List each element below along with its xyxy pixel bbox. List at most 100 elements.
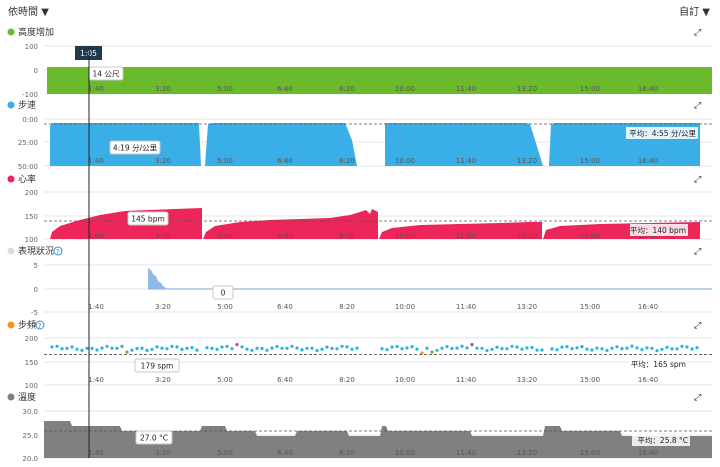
cadence-point (590, 348, 594, 352)
cadence-point (345, 345, 349, 349)
cadence-point (105, 344, 109, 348)
y-tick-label: 200 (25, 335, 38, 343)
pace-area-segment (385, 123, 543, 166)
cadence-point (145, 348, 149, 352)
x-tick-label: 16:40 (638, 376, 658, 384)
performance-area (148, 268, 168, 289)
expand-icon[interactable]: ⤢ (693, 175, 701, 185)
x-tick-label: 13:20 (517, 303, 537, 311)
cadence-point (185, 346, 189, 350)
cadence-point (610, 346, 614, 350)
cadence-point (275, 344, 279, 349)
cadence-point (625, 346, 629, 350)
x-tick-label: 11:40 (456, 376, 476, 384)
y-tick-label: 100 (25, 236, 38, 244)
cadence-point (135, 346, 139, 351)
cadence-point (560, 345, 564, 349)
y-tick-label: -100 (22, 91, 38, 99)
cadence-point (670, 347, 674, 351)
time-mode-dropdown[interactable]: 依時間 ▼ (8, 3, 49, 18)
average-box (626, 127, 698, 139)
x-tick-label: 5:00 (217, 85, 233, 93)
x-tick-label: 5:00 (217, 303, 233, 311)
x-tick-label: 16:40 (638, 85, 658, 93)
expand-icon[interactable]: ⤢ (693, 28, 701, 38)
legend-dot (7, 321, 15, 329)
cadence-point (500, 347, 504, 351)
cadence-point (190, 346, 194, 350)
x-tick-label: 6:40 (277, 303, 293, 311)
cadence-point (215, 347, 219, 351)
cadence-point (260, 346, 264, 351)
custom-dropdown[interactable]: 自訂 ▼ (679, 3, 710, 18)
x-tick-label: 11:40 (456, 157, 476, 165)
panel-title: 溫度 (18, 391, 36, 403)
cadence-point (440, 346, 444, 350)
y-tick-label: 200 (25, 189, 38, 197)
x-tick-label: 15:00 (580, 157, 600, 165)
cadence-point (595, 346, 599, 350)
cadence-point (300, 348, 304, 352)
cadence-point (65, 346, 69, 350)
cadence-point (425, 346, 429, 350)
tooltip-box (212, 285, 234, 300)
y-tick-label: 50:00 (18, 163, 38, 171)
y-tick-label: 25:00 (18, 139, 38, 147)
help-icon[interactable] (53, 246, 63, 256)
x-tick-label: 6:40 (277, 85, 293, 93)
cadence-point (305, 346, 309, 350)
expand-icon[interactable]: ⤢ (693, 393, 701, 403)
average-label: 平均：4:55 分/公里 (629, 128, 696, 138)
cadence-point (240, 345, 244, 349)
x-tick-label: 1:40 (88, 303, 104, 311)
cadence-point (110, 346, 114, 350)
chart-panel-heart_rate: 心率 ⤢ 200 150 100 1:40 3:20 5:00 6:40 8:20 10:00 11:… (7, 173, 712, 244)
chart-panel-performance: 表現狀況? ⤢ 5 0 -5 1:40 3:20 5:00 6:40 8:20 10:00 11:40… (7, 245, 712, 317)
cadence-point (150, 347, 154, 351)
x-tick-label: 16:40 (638, 449, 658, 457)
cadence-point (565, 345, 569, 349)
y-tick-label: 5 (34, 262, 38, 270)
x-tick-label: 1:40 (88, 376, 104, 384)
chart-panel-cadence: 步頻? ⤢ 200 150 100 1:40 3:20 5:00 6:40 8:20 10:00 11… (7, 319, 712, 390)
cadence-point (675, 347, 679, 351)
cadence-point (385, 348, 389, 352)
cadence-point (630, 344, 634, 348)
cadence-point (650, 346, 654, 350)
tooltip-value: 14 公尺 (93, 70, 120, 79)
cadence-point (315, 348, 319, 353)
average-label: 平均：165 spm (631, 359, 686, 369)
heart-rate-area (203, 209, 378, 239)
cadence-point (660, 347, 664, 351)
cadence-point (585, 347, 589, 351)
cadence-point (115, 346, 119, 350)
chart-panel-temperature: 溫度 ⤢ 30.0 25.0 20.0 1:40 3:20 5:00 6:40 8:20 10:00… (7, 391, 712, 463)
cadence-point (140, 346, 144, 350)
cadence-point (295, 346, 299, 350)
cadence-point (230, 347, 234, 351)
cadence-point (310, 346, 314, 350)
cadence-point (555, 348, 559, 352)
help-icon[interactable] (35, 320, 45, 330)
toolbar: 依時間 ▼ 自訂 ▼ (0, 0, 720, 18)
x-tick-label: 13:20 (517, 232, 537, 240)
x-tick-label: 1:40 (88, 232, 104, 240)
cadence-point (170, 344, 174, 348)
expand-icon[interactable]: ⤢ (693, 247, 701, 257)
heart-rate-area (379, 222, 542, 239)
x-tick-label: 8:20 (339, 449, 355, 457)
cadence-point (340, 344, 344, 348)
cadence-point (255, 346, 259, 350)
cadence-point (615, 345, 619, 349)
cadence-point (85, 346, 89, 350)
cadence-point (165, 347, 169, 351)
legend-dot (7, 393, 15, 401)
cadence-point (420, 351, 424, 355)
cadence-point (510, 344, 514, 348)
expand-icon[interactable]: ⤢ (693, 101, 701, 111)
heart-rate-area (50, 208, 202, 239)
expand-icon[interactable]: ⤢ (693, 321, 701, 331)
cadence-point (620, 347, 624, 351)
x-tick-label: 3:20 (155, 303, 171, 311)
x-tick-label: 8:20 (339, 376, 355, 384)
